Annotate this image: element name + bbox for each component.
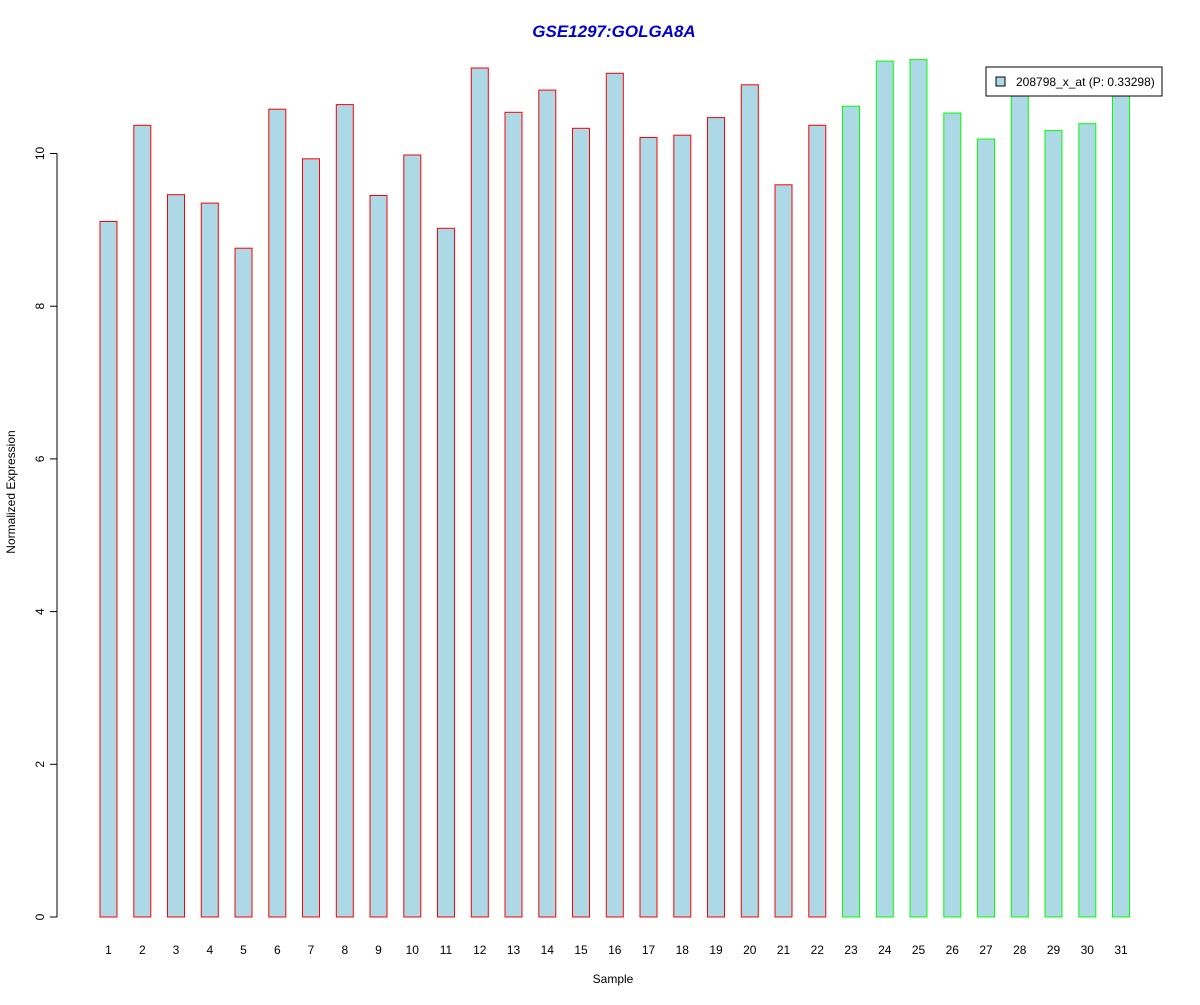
- x-tick-label: 16: [608, 943, 622, 957]
- bar: [707, 117, 725, 918]
- legend: 208798_x_at (P: 0.33298): [985, 66, 1163, 97]
- x-tick-label: 18: [676, 943, 690, 957]
- y-tick-label: 8: [33, 303, 47, 310]
- bar: [740, 84, 759, 918]
- y-tick-label: 4: [33, 608, 47, 615]
- bar: [133, 124, 152, 918]
- x-tick-label: 2: [139, 943, 146, 957]
- x-tick-label: 21: [777, 943, 791, 957]
- y-tick-label: 0: [33, 913, 47, 920]
- x-tick-label: 27: [979, 943, 993, 957]
- bar: [403, 154, 422, 918]
- x-tick-label: 23: [844, 943, 858, 957]
- x-tick-label: 15: [574, 943, 588, 957]
- x-tick-label: 4: [206, 943, 213, 957]
- bar: [572, 127, 590, 918]
- y-axis-label: Normalized Expression: [4, 430, 18, 553]
- x-tick-label: 10: [406, 943, 420, 957]
- chart-title: GSE1297:GOLGA8A: [532, 22, 695, 41]
- bar: [943, 112, 962, 918]
- x-tick-label: 29: [1047, 943, 1061, 957]
- bar: [504, 111, 523, 918]
- bar: [268, 108, 287, 918]
- bar: [977, 138, 995, 918]
- x-tick-label: 13: [507, 943, 521, 957]
- x-tick-label: 20: [743, 943, 757, 957]
- bar: [167, 194, 185, 918]
- x-axis-label: Sample: [593, 972, 634, 986]
- x-tick-label: 25: [912, 943, 926, 957]
- bar: [335, 104, 354, 918]
- bar: [369, 195, 388, 918]
- bar: [1078, 123, 1097, 918]
- bar: [909, 59, 928, 918]
- bar: [302, 158, 320, 918]
- bar: [470, 67, 489, 918]
- legend-swatch: [995, 76, 1006, 87]
- x-tick-label: 31: [1114, 943, 1128, 957]
- y-axis: 0 2 4 6 8 10: [33, 147, 58, 920]
- x-tick-label: 22: [811, 943, 825, 957]
- bar: [605, 72, 624, 918]
- bar: [875, 60, 894, 918]
- y-tick-label: 6: [33, 455, 47, 462]
- bar: [234, 247, 253, 918]
- x-tick-label: 24: [878, 943, 892, 957]
- x-tick-label: 9: [375, 943, 382, 957]
- x-tick-labels: 1 2 3 4 5 6 7 8 9 10 11 12 13 14 15 16 17 18 19 20 21 22 23 24 2…: [105, 943, 1128, 957]
- bar: [1112, 90, 1130, 918]
- x-tick-label: 11: [440, 943, 453, 957]
- bar: [842, 105, 860, 918]
- x-tick-label: 7: [308, 943, 315, 957]
- bar: [99, 221, 118, 918]
- x-tick-label: 30: [1081, 943, 1095, 957]
- x-tick-label: 19: [709, 943, 723, 957]
- x-tick-label: 26: [946, 943, 960, 957]
- x-tick-label: 5: [240, 943, 247, 957]
- bar: [200, 202, 219, 918]
- x-tick-label: 14: [541, 943, 555, 957]
- x-tick-label: 8: [341, 943, 348, 957]
- bar: [639, 137, 658, 918]
- bars-layer: [99, 59, 1130, 918]
- x-tick-label: 3: [173, 943, 180, 957]
- bar: [1010, 89, 1029, 918]
- bar: [437, 227, 455, 918]
- bar: [774, 184, 793, 918]
- x-tick-label: 12: [473, 943, 487, 957]
- bar: [808, 124, 827, 918]
- x-tick-label: 1: [105, 943, 112, 957]
- bar: [1044, 130, 1063, 918]
- bar: [673, 134, 692, 918]
- legend-box: [985, 66, 1163, 97]
- y-tick-label: 2: [33, 761, 47, 768]
- legend-label: 208798_x_at (P: 0.33298): [1016, 75, 1155, 89]
- x-tick-label: 28: [1013, 943, 1027, 957]
- x-tick-label: 17: [642, 943, 656, 957]
- x-tick-label: 6: [274, 943, 281, 957]
- bar: [538, 89, 557, 918]
- y-tick-label: 10: [33, 147, 47, 161]
